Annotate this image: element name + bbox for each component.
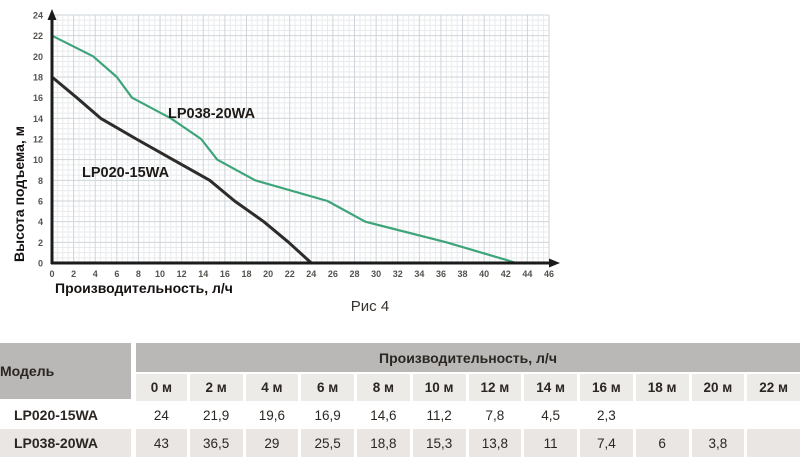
svg-text:10: 10 xyxy=(33,155,43,165)
svg-text:16: 16 xyxy=(33,93,43,103)
svg-text:36: 36 xyxy=(436,269,446,279)
col-header-20m: 20 м xyxy=(688,374,745,401)
svg-text:34: 34 xyxy=(414,269,424,279)
curve-label-lp020-15wa: LP020-15WA xyxy=(82,165,170,181)
model-column-header: Модель xyxy=(0,343,131,401)
svg-text:4: 4 xyxy=(93,269,98,279)
svg-text:8: 8 xyxy=(38,176,43,186)
value-cell: 2,3 xyxy=(577,401,633,429)
value-cell: 19,6 xyxy=(242,401,299,429)
value-cell xyxy=(632,401,689,429)
col-header-8m: 8 м xyxy=(354,374,410,401)
svg-text:42: 42 xyxy=(501,269,511,279)
curve-label-lp038-20wa: LP038-20WA xyxy=(168,106,256,122)
col-header-22m: 22 м xyxy=(744,374,800,401)
svg-text:4: 4 xyxy=(38,217,43,227)
value-cell: 13,8 xyxy=(465,429,522,457)
svg-text:6: 6 xyxy=(114,269,119,279)
value-cell: 15,3 xyxy=(409,429,466,457)
svg-text:44: 44 xyxy=(522,269,532,279)
value-cell: 11 xyxy=(521,429,577,457)
table-row-lp038-20wa: LP038-20WA 43 36,5 29 25,5 18,8 15,3 13,… xyxy=(0,429,800,457)
col-header-16m: 16 м xyxy=(577,374,633,401)
value-cell: 7,4 xyxy=(577,429,633,457)
col-header-18m: 18 м xyxy=(632,374,689,401)
svg-text:24: 24 xyxy=(33,11,43,21)
value-cell: 18,8 xyxy=(354,429,410,457)
svg-text:12: 12 xyxy=(177,269,187,279)
svg-text:22: 22 xyxy=(33,31,43,41)
value-cell: 14,6 xyxy=(354,401,410,429)
col-header-10m: 10 м xyxy=(409,374,466,401)
y-axis-title: Высота подъема, м xyxy=(11,126,27,262)
svg-text:14: 14 xyxy=(198,269,208,279)
svg-text:16: 16 xyxy=(220,269,230,279)
value-cell: 4,5 xyxy=(521,401,577,429)
pump-performance-chart: 0 2 4 6 8 10 12 14 16 18 20 22 24 26 28 30 32 34 36 38 40 42 4… xyxy=(11,9,560,315)
value-cell: 36,5 xyxy=(186,429,243,457)
value-cell: 11,2 xyxy=(409,401,466,429)
value-cell: 16,9 xyxy=(298,401,354,429)
svg-text:0: 0 xyxy=(38,259,43,269)
svg-text:14: 14 xyxy=(33,114,43,124)
col-header-14m: 14 м xyxy=(521,374,577,401)
x-axis-title: Производительность, л/ч xyxy=(55,280,233,296)
head-columns-row: 0 м 2 м 4 м 6 м 8 м 10 м 12 м 14 м 16 м … xyxy=(0,374,800,401)
svg-text:8: 8 xyxy=(136,269,141,279)
figure-caption: Рис 4 xyxy=(351,298,389,315)
performance-curves xyxy=(50,34,518,265)
value-cell xyxy=(688,401,745,429)
model-name: LP020-15WA xyxy=(0,401,131,429)
value-cell: 7,8 xyxy=(465,401,522,429)
value-cell: 21,9 xyxy=(186,401,243,429)
col-header-2m: 2 м xyxy=(186,374,243,401)
curve-LP038-20WA xyxy=(50,34,518,265)
svg-text:40: 40 xyxy=(479,269,489,279)
col-header-12m: 12 м xyxy=(465,374,522,401)
value-cell: 43 xyxy=(131,429,187,457)
svg-text:6: 6 xyxy=(38,197,43,207)
value-cell: 29 xyxy=(242,429,299,457)
value-cell xyxy=(744,401,800,429)
svg-text:2: 2 xyxy=(38,238,43,248)
svg-text:30: 30 xyxy=(371,269,381,279)
svg-text:20: 20 xyxy=(33,52,43,62)
svg-text:2: 2 xyxy=(71,269,76,279)
svg-text:10: 10 xyxy=(155,269,165,279)
svg-text:20: 20 xyxy=(263,269,273,279)
svg-text:26: 26 xyxy=(328,269,338,279)
grid-major-lines xyxy=(51,14,550,264)
table-row-lp020-15wa: LP020-15WA 24 21,9 19,6 16,9 14,6 11,2 7… xyxy=(0,401,800,429)
col-header-6m: 6 м xyxy=(298,374,354,401)
svg-text:22: 22 xyxy=(285,269,295,279)
value-cell xyxy=(744,429,800,457)
svg-text:38: 38 xyxy=(458,269,468,279)
svg-text:24: 24 xyxy=(306,269,316,279)
curve-LP020-15WA xyxy=(50,75,313,265)
axes xyxy=(47,9,560,268)
svg-text:18: 18 xyxy=(33,73,43,83)
performance-table: Модель Производительность, л/ч 0 м 2 м 4… xyxy=(0,343,800,457)
col-header-4m: 4 м xyxy=(242,374,299,401)
group-header: Производительность, л/ч xyxy=(131,343,800,374)
svg-text:32: 32 xyxy=(393,269,403,279)
col-header-0m: 0 м xyxy=(131,374,187,401)
svg-text:28: 28 xyxy=(350,269,360,279)
svg-text:12: 12 xyxy=(33,135,43,145)
svg-text:46: 46 xyxy=(544,269,554,279)
value-cell: 3,8 xyxy=(688,429,745,457)
value-cell: 24 xyxy=(131,401,187,429)
svg-text:0: 0 xyxy=(49,269,54,279)
svg-text:18: 18 xyxy=(241,269,251,279)
model-name: LP038-20WA xyxy=(0,429,131,457)
value-cell: 25,5 xyxy=(298,429,354,457)
tick-labels: 0 2 4 6 8 10 12 14 16 18 20 22 24 26 28 30 32 34 36 38 40 42 4… xyxy=(33,11,554,280)
value-cell: 6 xyxy=(632,429,689,457)
